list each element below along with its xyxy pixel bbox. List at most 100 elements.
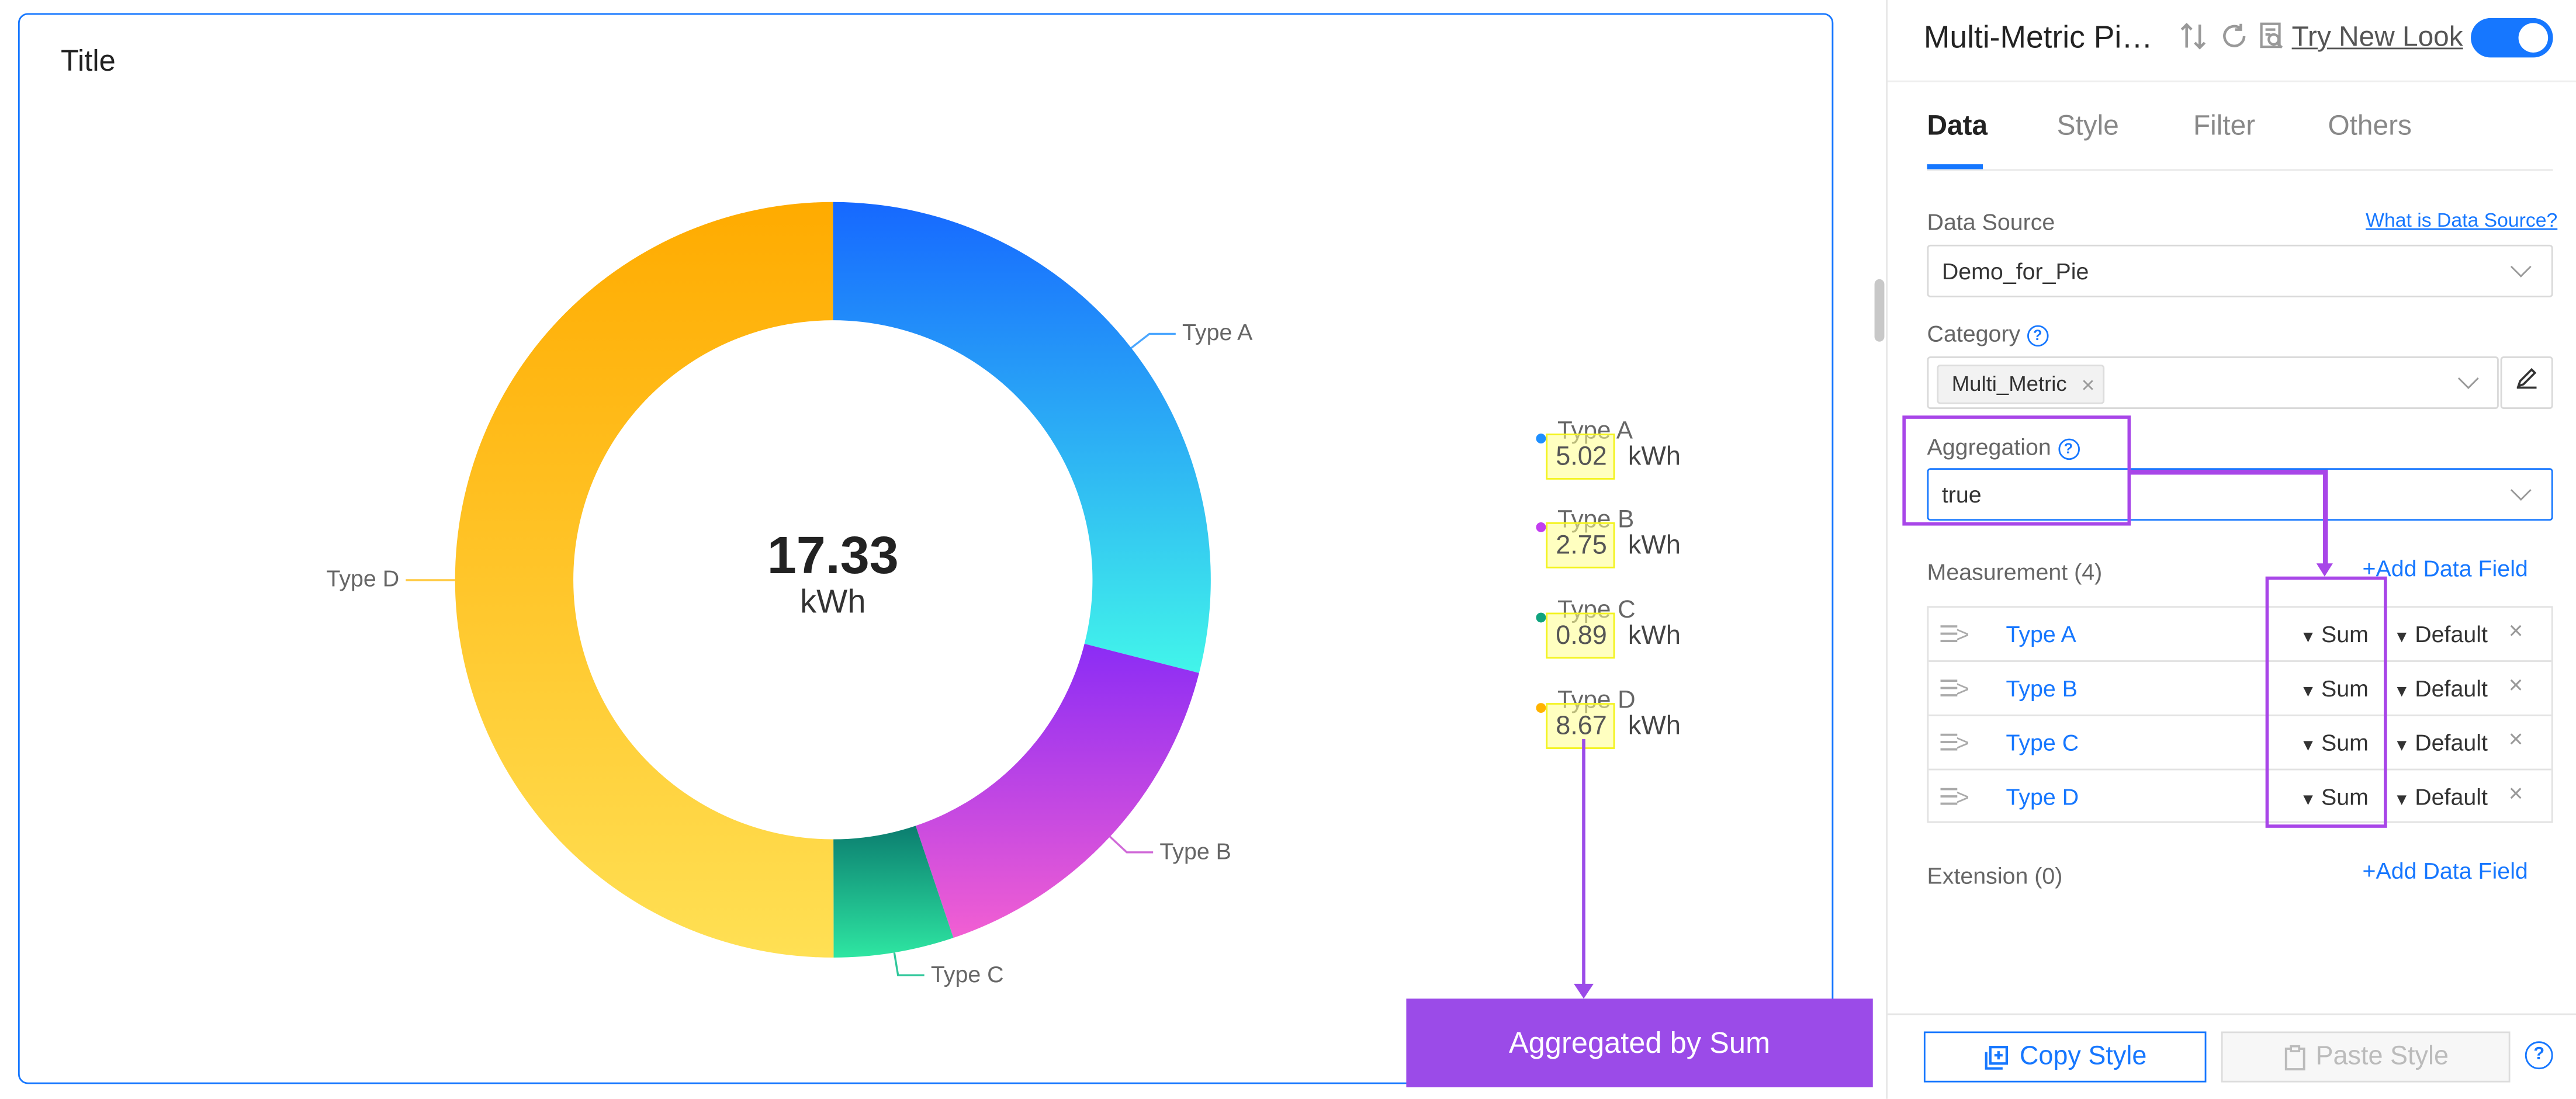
tabs-divider: [1927, 169, 2553, 171]
tab-others[interactable]: Others: [2328, 110, 2412, 141]
measurement-name[interactable]: Type B: [2006, 675, 2078, 702]
donut-slice[interactable]: [915, 643, 1199, 938]
try-new-look-link[interactable]: Try New Look: [2291, 21, 2463, 53]
format-dropdown[interactable]: ▼ Default: [2394, 675, 2488, 701]
measurement-row[interactable]: ☰> Type B ▼ Sum ▼ Default ×: [1928, 662, 2551, 716]
format-dropdown-label: Default: [2415, 729, 2488, 756]
format-dropdown-label: Default: [2415, 783, 2488, 810]
what-is-data-source-link[interactable]: What is Data Source?: [2366, 209, 2558, 232]
legend-unit: kWh: [1628, 443, 1681, 472]
leader-line: [1130, 332, 1176, 349]
data-source-select[interactable]: Demo_for_Pie: [1927, 244, 2553, 297]
aggregation-dropdown-label: Sum: [2321, 729, 2369, 756]
tab-filter[interactable]: Filter: [2193, 110, 2256, 141]
caret-down-icon: ▼: [2300, 683, 2317, 702]
legend-value: 5.02: [1556, 443, 1607, 472]
new-look-toggle[interactable]: [2471, 18, 2553, 58]
copy-style-button[interactable]: Copy Style: [1923, 1031, 2207, 1083]
legend-marker: [1536, 434, 1546, 444]
footer-divider: [1888, 1013, 2576, 1015]
drag-handle-icon[interactable]: ☰>: [1938, 620, 1969, 647]
edit-category-button[interactable]: [2500, 356, 2553, 409]
format-dropdown[interactable]: ▼ Default: [2394, 783, 2488, 810]
aggregation-dropdown[interactable]: ▼ Sum: [2300, 729, 2369, 755]
drag-handle-icon[interactable]: ☰>: [1938, 783, 1969, 810]
measurement-name[interactable]: Type D: [2006, 783, 2079, 810]
value-highlight-box: [1546, 434, 1615, 480]
measurement-name[interactable]: Type A: [2006, 620, 2076, 647]
aggregation-dropdown[interactable]: ▼ Sum: [2300, 783, 2369, 810]
aggregation-label-text: Aggregation: [1927, 434, 2051, 460]
drag-handle-icon[interactable]: ☰>: [1938, 675, 1969, 702]
aggregation-dropdown-label: Sum: [2321, 620, 2369, 647]
inspect-icon[interactable]: [2259, 22, 2285, 60]
sort-icon[interactable]: [2180, 22, 2206, 60]
aggregation-label: Aggregation?: [1927, 434, 2079, 460]
config-panel: Multi-Metric Pi… Try New Look Data Style…: [1888, 0, 2576, 1099]
remove-field-icon[interactable]: ×: [2508, 726, 2523, 754]
leader-line: [893, 952, 925, 976]
donut-slice[interactable]: [833, 202, 1211, 673]
aggregation-highlight-box: [1902, 415, 2131, 526]
legend-marker: [1536, 703, 1546, 713]
toggle-knob: [2518, 23, 2549, 53]
legend-item[interactable]: Type A 5.02 kWh: [1536, 417, 1766, 502]
highlight-connector-line: [2323, 470, 2328, 568]
slice-label: Type C: [930, 960, 1004, 987]
remove-field-icon[interactable]: ×: [2508, 671, 2523, 700]
drag-handle-icon[interactable]: ☰>: [1938, 729, 1969, 756]
aggregation-select[interactable]: true: [1927, 468, 2553, 521]
remove-field-icon[interactable]: ×: [2508, 780, 2523, 809]
caret-down-icon: ▼: [2393, 791, 2410, 810]
aggregation-dropdown[interactable]: ▼ Sum: [2300, 621, 2369, 647]
slice-label: Type A: [1182, 319, 1253, 346]
tag-remove-icon[interactable]: ×: [2081, 371, 2095, 398]
refresh-icon[interactable]: [2220, 22, 2249, 60]
sum-aggregation-highlight-box: [2265, 576, 2387, 828]
legend-value: 0.89: [1556, 622, 1607, 651]
format-dropdown-label: Default: [2415, 620, 2488, 647]
aggregation-dropdown[interactable]: ▼ Sum: [2300, 675, 2369, 701]
total-value: 17.33: [767, 525, 899, 585]
format-dropdown[interactable]: ▼ Default: [2394, 729, 2488, 755]
header-divider: [1888, 80, 2576, 82]
aggregation-dropdown-label: Sum: [2321, 783, 2369, 810]
annotation-arrowhead: [1574, 983, 1594, 999]
chevron-down-icon: [2510, 480, 2532, 501]
remove-field-icon[interactable]: ×: [2508, 618, 2523, 646]
measurement-name[interactable]: Type C: [2006, 729, 2079, 756]
chart-title[interactable]: Title: [61, 44, 116, 78]
donut-slice[interactable]: [455, 202, 834, 958]
measurement-row[interactable]: ☰> Type A ▼ Sum ▼ Default ×: [1928, 608, 2551, 662]
extension-label: Extension (0): [1927, 862, 2063, 889]
legend-item[interactable]: Type C 0.89 kWh: [1536, 596, 1766, 681]
category-tag: Multi_Metric ×: [1937, 365, 2105, 404]
measurement-row[interactable]: ☰> Type C ▼ Sum ▼ Default ×: [1928, 716, 2551, 771]
caret-down-icon: ▼: [2300, 629, 2317, 647]
active-tab-indicator: [1927, 164, 1983, 169]
highlight-arrowhead: [2316, 563, 2333, 577]
value-highlight-box: [1546, 703, 1615, 749]
add-measurement-field-button[interactable]: +Add Data Field: [2362, 555, 2528, 582]
slice-label: Type D: [326, 565, 400, 592]
add-extension-field-button[interactable]: +Add Data Field: [2362, 857, 2528, 884]
paste-style-button[interactable]: Paste Style: [2221, 1031, 2511, 1083]
chevron-down-icon: [2457, 368, 2479, 389]
legend-item[interactable]: Type B 2.75 kWh: [1536, 506, 1766, 591]
caret-down-icon: ▼: [2393, 737, 2410, 756]
caret-down-icon: ▼: [2300, 791, 2317, 810]
help-icon[interactable]: ?: [2058, 438, 2079, 460]
help-icon[interactable]: ?: [2027, 325, 2049, 346]
canvas-scrollbar[interactable]: [1874, 279, 1885, 342]
copy-icon: [1985, 1045, 2009, 1069]
donut-slice[interactable]: [833, 826, 954, 958]
tab-data[interactable]: Data: [1927, 110, 1988, 141]
legend-item[interactable]: Type D 8.67 kWh: [1536, 687, 1766, 772]
data-source-value: Demo_for_Pie: [1941, 258, 2089, 285]
format-dropdown[interactable]: ▼ Default: [2394, 621, 2488, 647]
help-icon[interactable]: ?: [2525, 1041, 2553, 1070]
measurement-row[interactable]: ☰> Type D ▼ Sum ▼ Default ×: [1928, 770, 2551, 824]
leader-line: [1109, 835, 1154, 854]
category-select[interactable]: Multi_Metric ×: [1927, 356, 2499, 409]
tab-style[interactable]: Style: [2056, 110, 2119, 141]
